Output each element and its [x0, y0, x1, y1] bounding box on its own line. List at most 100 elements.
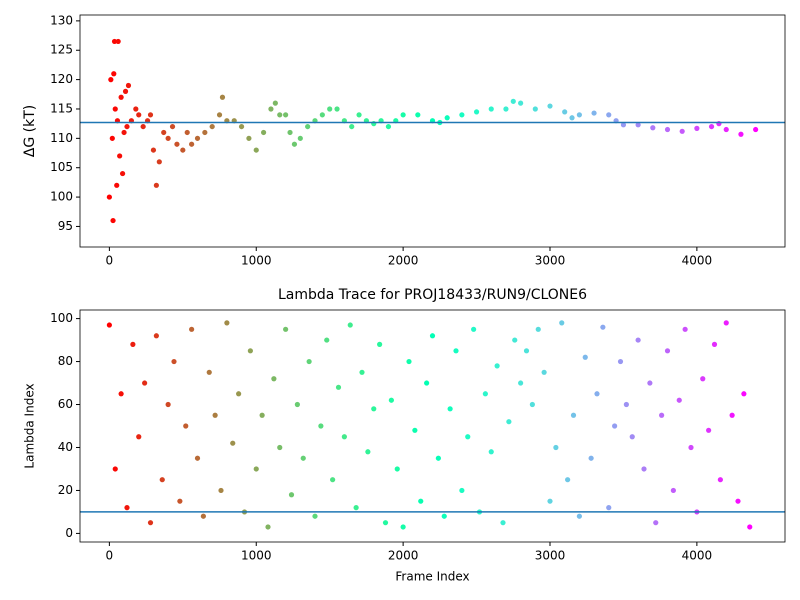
point — [664, 126, 671, 133]
point — [559, 320, 565, 326]
y-tick-label: 120 — [50, 72, 73, 86]
point — [268, 106, 274, 112]
y-tick-label: 80 — [58, 354, 73, 368]
point — [194, 455, 201, 461]
point — [600, 324, 606, 330]
x-tick-label: 2000 — [388, 549, 419, 563]
x-axis-label: Frame Index — [395, 570, 469, 584]
x-tick-label: 4000 — [682, 254, 713, 268]
point — [510, 98, 516, 104]
point — [606, 505, 612, 511]
point — [473, 109, 480, 115]
point — [335, 384, 342, 390]
point — [535, 326, 541, 332]
point — [156, 159, 162, 165]
point — [112, 466, 118, 472]
point — [382, 520, 389, 526]
point — [447, 406, 453, 412]
point — [753, 126, 759, 133]
point — [327, 106, 333, 112]
point — [406, 358, 412, 365]
point — [147, 112, 154, 118]
y-axis-label: ΔG (kT) — [22, 105, 38, 157]
point — [612, 423, 618, 429]
point — [412, 427, 418, 433]
point — [209, 123, 215, 130]
y-tick-label: 110 — [50, 131, 73, 145]
point — [247, 348, 253, 354]
point — [623, 401, 629, 408]
point — [688, 444, 694, 451]
x-tick-label: 1000 — [241, 549, 272, 563]
axes-frame — [79, 14, 786, 248]
point — [741, 391, 747, 397]
point — [488, 449, 494, 455]
point — [424, 380, 430, 386]
point — [465, 434, 471, 440]
point — [219, 94, 226, 100]
point — [459, 112, 465, 118]
point — [547, 498, 553, 504]
point — [377, 341, 383, 347]
y-tick-label: 115 — [50, 101, 73, 115]
point — [518, 100, 524, 106]
point — [385, 123, 392, 130]
point — [324, 337, 330, 343]
point — [183, 423, 189, 429]
point — [512, 337, 518, 343]
point — [700, 376, 706, 382]
point — [260, 129, 267, 136]
point — [400, 112, 406, 118]
point — [620, 122, 627, 128]
point — [356, 112, 362, 118]
point — [180, 147, 186, 153]
point — [635, 337, 641, 343]
point — [153, 182, 159, 188]
point — [159, 477, 165, 483]
point — [735, 498, 741, 504]
point — [723, 320, 729, 326]
point — [435, 455, 441, 461]
point — [312, 513, 318, 519]
point — [110, 217, 116, 224]
point — [706, 427, 712, 433]
point — [664, 348, 671, 354]
point — [111, 38, 118, 45]
point — [165, 401, 171, 408]
y-axis-label: Lambda Index — [23, 383, 37, 468]
point — [553, 444, 559, 451]
point — [236, 391, 242, 397]
x-tick-label: 0 — [106, 254, 114, 268]
point — [218, 487, 224, 494]
point — [747, 524, 753, 530]
chart-title: Lambda Trace for PROJ18433/RUN9/CLONE6 — [278, 287, 587, 303]
point — [318, 423, 324, 429]
point — [429, 333, 436, 339]
point — [287, 129, 293, 136]
point — [641, 466, 647, 472]
point — [283, 326, 289, 332]
y-tick-label: 100 — [50, 311, 73, 325]
point — [305, 123, 311, 130]
point — [729, 412, 735, 418]
y-tick-label: 40 — [58, 440, 73, 454]
point — [541, 369, 547, 375]
point — [347, 322, 353, 328]
point — [588, 455, 594, 461]
point — [708, 123, 715, 130]
point — [253, 466, 259, 472]
point — [353, 505, 359, 511]
point — [723, 126, 729, 133]
point — [388, 397, 394, 403]
point — [606, 112, 612, 118]
x-tick-label: 3000 — [535, 549, 566, 563]
point — [300, 455, 306, 461]
axes-frame — [79, 309, 786, 543]
point — [738, 131, 744, 137]
x-tick-label: 2000 — [388, 254, 419, 268]
point — [647, 380, 653, 386]
point — [297, 135, 303, 141]
y-tick-label: 60 — [58, 397, 73, 411]
point — [418, 498, 424, 504]
